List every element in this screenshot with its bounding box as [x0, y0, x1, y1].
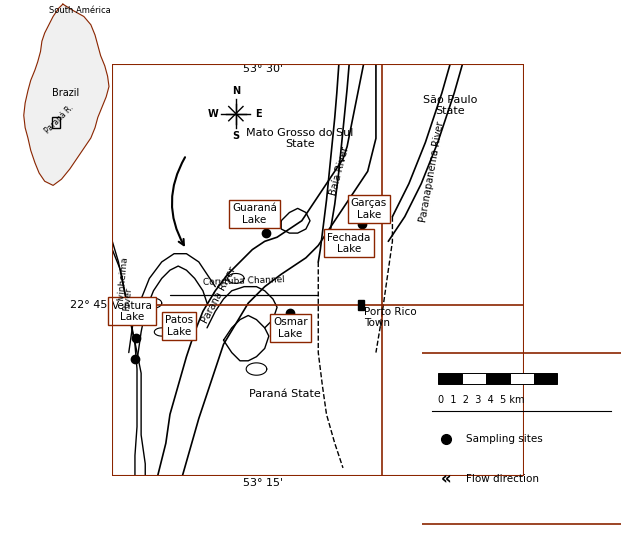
Text: Osmar
Lake: Osmar Lake [273, 317, 307, 339]
Text: S: S [232, 131, 240, 141]
Text: Brazil: Brazil [52, 88, 79, 98]
Polygon shape [24, 4, 109, 185]
Text: Ventura
Lake: Ventura Lake [112, 301, 153, 322]
Text: Ivinheima: Ivinheima [116, 256, 129, 301]
Bar [510, 373, 533, 384]
Bar [358, 300, 363, 310]
Text: Flow direction: Flow direction [466, 473, 539, 484]
Bar [52, 117, 60, 128]
Bar [533, 373, 558, 384]
Text: Corutuba Channel: Corutuba Channel [203, 275, 285, 287]
Text: W: W [208, 109, 219, 119]
Text: Paranapanema River: Paranapanema River [418, 120, 445, 223]
Text: Paraná River: Paraná River [201, 265, 238, 325]
Text: South América: South América [49, 6, 111, 15]
Text: 53° 15': 53° 15' [243, 478, 283, 488]
Bar [486, 373, 510, 384]
Text: «: « [441, 470, 451, 488]
Text: São Paulo
State: São Paulo State [423, 95, 478, 116]
Text: Sampling sites: Sampling sites [466, 434, 543, 444]
Text: Porto Rico
Town: Porto Rico Town [363, 307, 416, 328]
Text: Paraná R.: Paraná R. [43, 103, 75, 135]
Text: Patos
Lake: Patos Lake [165, 315, 193, 337]
Text: 53° 30': 53° 30' [243, 64, 283, 74]
Text: Fechada
Lake: Fechada Lake [327, 233, 371, 254]
Text: N: N [232, 86, 240, 96]
Text: Garças
Lake: Garças Lake [351, 198, 387, 220]
Text: 22° 45': 22° 45' [70, 300, 111, 310]
Text: Baía River: Baía River [329, 146, 351, 197]
Bar [462, 373, 486, 384]
Bar [438, 373, 462, 384]
Text: 0  1  2  3  4  5 km: 0 1 2 3 4 5 km [438, 395, 525, 405]
Text: River: River [122, 287, 134, 311]
Text: Mato Grosso do Sul
State: Mato Grosso do Sul State [246, 127, 353, 149]
Text: Guaraná
Lake: Guaraná Lake [232, 203, 277, 225]
Text: E: E [255, 109, 262, 119]
Text: Paraná State: Paraná State [250, 389, 321, 399]
